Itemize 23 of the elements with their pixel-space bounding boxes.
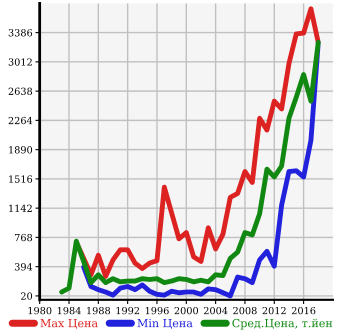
x-tick-label: 1984 [58, 306, 81, 314]
y-tick-label: 2638 [8, 88, 32, 95]
x-tick-label: 2016 [292, 306, 316, 314]
x-tick-label: 1996 [146, 306, 169, 314]
legend-label: Сред.Цена, т.йен [232, 318, 332, 330]
legend-label: Min Цена [138, 318, 193, 329]
y-tick-label: 1516 [9, 175, 32, 183]
legend-label: Max Цена [40, 319, 98, 329]
x-tick-label: 2004 [204, 306, 228, 314]
x-tick-label: 2008 [233, 306, 257, 314]
x-tick-label: 2012 [262, 306, 286, 314]
y-tick-label: 768 [14, 234, 32, 242]
x-tick-label: 2000 [174, 306, 198, 314]
y-tick-label: 394 [14, 263, 32, 270]
y-tick-label: 3012 [8, 58, 32, 66]
x-tick-label: 1980 [28, 306, 52, 314]
y-tick-label: 1890 [9, 146, 32, 154]
y-tick-label: 20 [21, 292, 32, 300]
y-tick-label: 2264 [8, 116, 32, 124]
y-tick-label: 1142 [9, 204, 32, 212]
x-tick-label: 1988 [87, 306, 110, 314]
y-tick-label: 3386 [8, 29, 32, 36]
x-tick-label: 1992 [116, 306, 140, 314]
